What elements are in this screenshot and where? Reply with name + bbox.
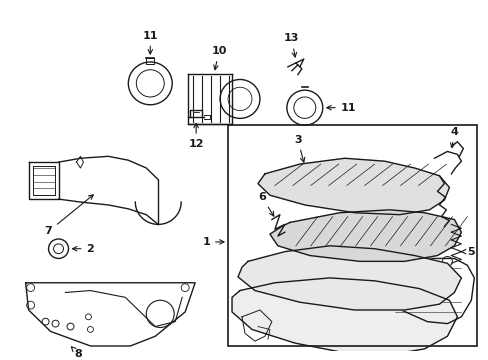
Text: 3: 3 [293,135,304,162]
Text: 11: 11 [142,31,158,54]
Text: 13: 13 [284,33,299,57]
Text: 11: 11 [326,103,355,113]
Text: 10: 10 [211,46,226,70]
Text: 6: 6 [258,192,273,216]
Polygon shape [238,246,461,310]
Text: 8: 8 [71,347,82,359]
Text: 12: 12 [188,123,203,149]
Polygon shape [258,158,448,215]
Text: 1: 1 [202,237,224,247]
Polygon shape [232,278,456,355]
Text: 2: 2 [72,244,94,254]
Bar [227,125,476,346]
Text: 4: 4 [449,127,457,148]
Text: 7: 7 [44,195,93,237]
Text: 9: 9 [425,234,432,255]
Text: 5: 5 [460,247,474,257]
Polygon shape [269,210,461,261]
